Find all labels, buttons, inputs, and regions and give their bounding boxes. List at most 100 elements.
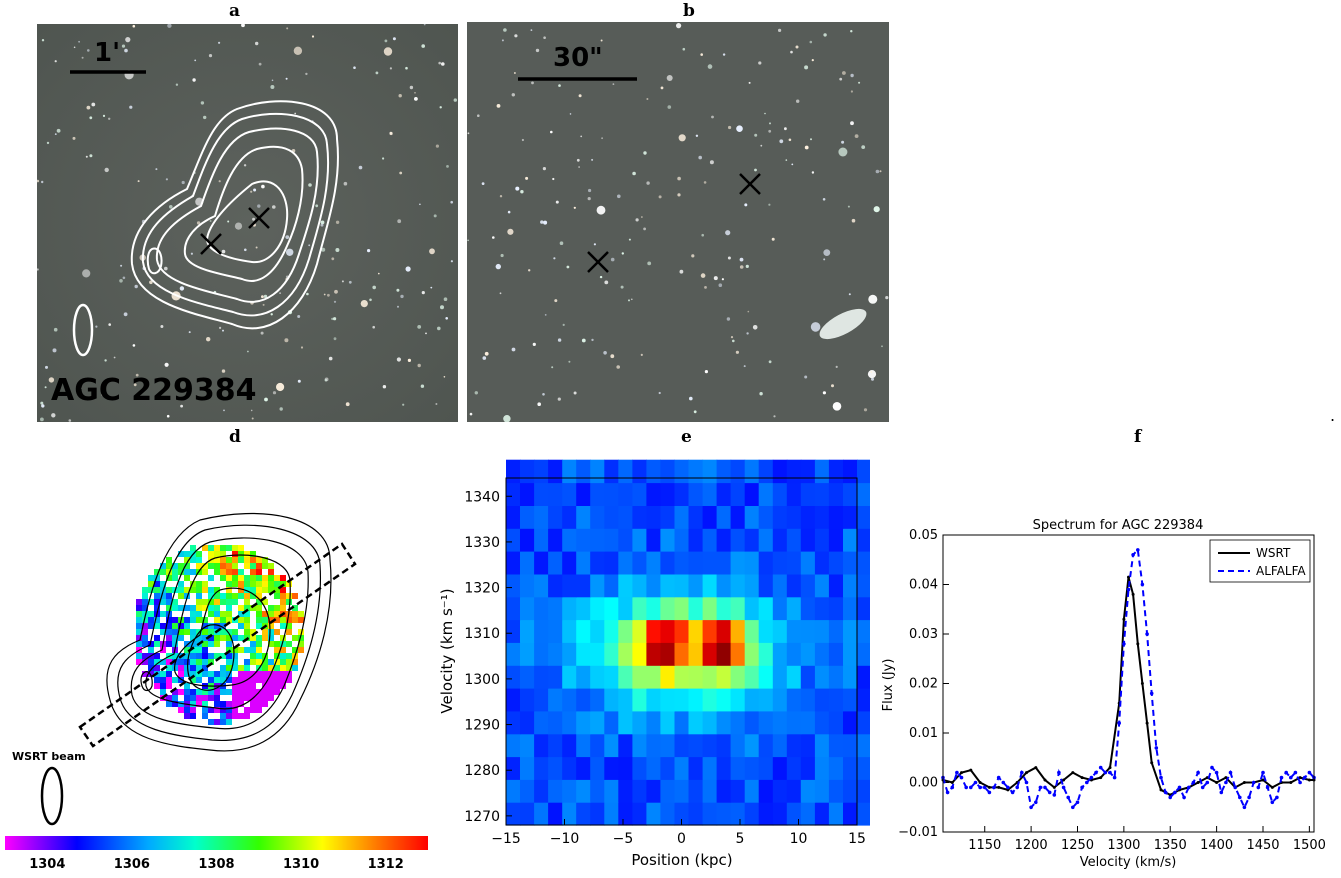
velocity-pixel (262, 557, 268, 563)
star (591, 158, 594, 161)
pv-cell (730, 756, 746, 780)
data-point-alfalfa (1080, 785, 1084, 790)
velocity-pixel (142, 623, 148, 629)
star (52, 348, 57, 353)
star (726, 317, 731, 321)
star (540, 220, 544, 224)
velocity-pixel (268, 683, 274, 689)
data-point-wsrt (1025, 771, 1028, 775)
data-point-alfalfa (1228, 770, 1233, 775)
velocity-pixel (244, 665, 250, 671)
velocity-pixel (268, 695, 274, 701)
velocity-pixel (202, 599, 208, 605)
star (537, 402, 541, 407)
pv-cell (758, 619, 774, 643)
data-point-alfalfa (1163, 790, 1168, 795)
star (327, 293, 330, 297)
star (409, 85, 414, 90)
pv-cell (506, 505, 521, 529)
data-point-alfalfa (1210, 765, 1214, 770)
velocity-pixel (214, 557, 220, 563)
y-tick-label: 1300 (464, 672, 500, 688)
velocity-pixel (226, 557, 232, 563)
pv-cell (772, 459, 788, 484)
velocity-pixel (226, 545, 232, 551)
pv-cell (814, 505, 830, 529)
pv-cell (716, 779, 732, 803)
pv-cell (786, 551, 802, 575)
star (620, 285, 624, 289)
star (209, 220, 212, 222)
star (500, 253, 504, 258)
pv-cell (688, 779, 704, 803)
velocity-pixel (220, 551, 226, 557)
velocity-pixel (208, 605, 214, 611)
pv-cell (702, 733, 718, 758)
pv-cell (590, 779, 605, 803)
data-point-alfalfa (1098, 765, 1103, 770)
star (641, 216, 643, 218)
velocity-pixel (142, 587, 148, 593)
velocity-pixel (148, 665, 154, 671)
star (695, 134, 699, 137)
pv-cell (744, 756, 760, 780)
pv-cell (632, 665, 647, 689)
velocity-pixel (280, 599, 286, 605)
data-point-wsrt (1215, 781, 1219, 784)
velocity-pixel (256, 707, 262, 713)
velocity-pixel (280, 623, 286, 629)
pv-cell (590, 642, 605, 666)
star (542, 167, 546, 171)
velocity-pixel (154, 683, 160, 689)
y-axis-label: Flux (Jy) (881, 659, 896, 712)
colorbar (5, 836, 428, 850)
star (328, 356, 333, 361)
star (40, 417, 44, 422)
pv-cell (534, 710, 549, 735)
pv-cell (772, 596, 788, 621)
velocity-pixel (232, 701, 238, 707)
star (125, 37, 131, 43)
pv-cell (828, 688, 844, 712)
data-point-alfalfa (1131, 553, 1135, 557)
pv-cell (674, 573, 690, 598)
data-point-alfalfa (1293, 770, 1298, 775)
velocity-pixel (214, 677, 220, 683)
velocity-pixel (268, 563, 274, 569)
star (241, 24, 245, 28)
star (804, 145, 809, 150)
pv-cell (772, 619, 788, 643)
velocity-pixel (154, 617, 160, 623)
velocity-pixel (214, 671, 220, 677)
star (244, 248, 247, 252)
star (227, 220, 230, 223)
y-tick-label: −0.01 (898, 825, 938, 840)
pv-cell (618, 756, 633, 780)
pv-cell (576, 665, 591, 689)
velocity-pixel (136, 659, 142, 665)
pv-cell (590, 756, 605, 780)
pv-cell (744, 642, 760, 666)
velocity-pixel (226, 587, 232, 593)
data-point-alfalfa (1112, 775, 1117, 780)
velocity-pixel (292, 647, 298, 653)
velocity-pixel (148, 599, 154, 605)
star (250, 409, 253, 412)
velocity-pixel (280, 617, 286, 623)
cross-marker (200, 207, 270, 255)
pv-cells (506, 459, 872, 826)
data-point-alfalfa (1224, 780, 1228, 785)
velocity-pixel (166, 695, 172, 701)
data-point-alfalfa (1010, 790, 1015, 795)
star (604, 280, 609, 285)
star (747, 310, 750, 313)
pv-cell (576, 596, 591, 621)
data-point-wsrt (1080, 776, 1084, 780)
velocity-pixel (250, 701, 256, 707)
star (435, 144, 439, 148)
pv-cell (604, 596, 619, 621)
pv-cell (520, 551, 535, 575)
velocity-pixel (232, 557, 238, 563)
star (297, 379, 301, 383)
velocity-pixel (208, 695, 214, 701)
